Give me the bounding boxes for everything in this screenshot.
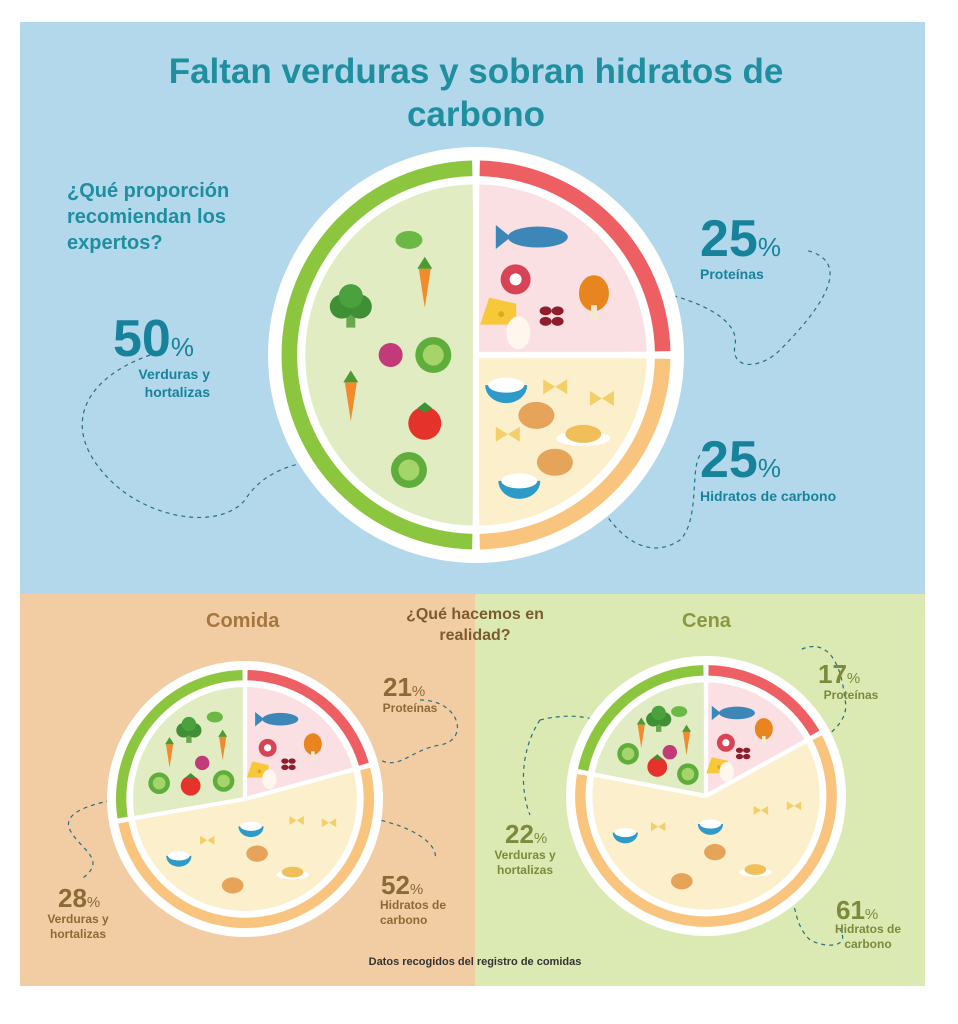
percent-value: 22 <box>505 819 534 849</box>
percent-symbol: % <box>170 332 194 362</box>
dinner-title: Cena <box>682 610 731 632</box>
percent-symbol: % <box>846 670 861 687</box>
percent-symbol: % <box>864 906 879 923</box>
percent-symbol: % <box>533 830 548 847</box>
percent-symbol: % <box>411 683 426 700</box>
dinner-carbs-percent: 61% <box>836 896 878 929</box>
percent-symbol: % <box>86 894 101 911</box>
percent-symbol: % <box>757 232 781 262</box>
recommended-vegetables-label: Verduras y hortalizas <box>138 366 210 400</box>
dinner-vegetables-percent: 22% <box>505 820 547 853</box>
recommended-proteins-label: Proteínas <box>700 266 764 282</box>
percent-value: 25 <box>700 210 758 268</box>
percent-value: 25 <box>700 431 758 489</box>
lunch-proteins-label: Proteínas <box>382 701 438 715</box>
percent-value: 28 <box>58 883 87 913</box>
dinner-carbs-label: Hidratos de carbono <box>834 922 901 951</box>
lunch-carbs-percent: 52% <box>381 871 423 904</box>
reality-question: ¿Qué hacemos en realidad? <box>406 606 544 644</box>
percent-value: 50 <box>113 310 171 368</box>
lunch-vegetables-label: Verduras y hortalizas <box>47 912 109 941</box>
percent-symbol: % <box>409 881 424 898</box>
dinner-proteins-label: Proteínas <box>823 688 879 702</box>
percent-value: 21 <box>383 672 412 702</box>
lunch-vegetables-percent: 28% <box>58 884 100 917</box>
source-note: Datos recogidos del registro de comidas <box>368 956 582 968</box>
percent-value: 61 <box>836 895 865 925</box>
percent-symbol: % <box>757 453 781 483</box>
percent-value: 17 <box>818 659 847 689</box>
experts-question: ¿Qué proporción recomiendan los expertos… <box>67 180 230 254</box>
recommended-carbs-percent: 25% <box>700 434 781 494</box>
percent-value: 52 <box>381 870 410 900</box>
recommended-proteins-percent: 25% <box>700 213 781 273</box>
recommended-vegetables-percent: 50% <box>113 313 194 373</box>
lunch-proteins-percent: 21% <box>383 673 425 706</box>
lunch-carbs-label: Hidratos de carbono <box>380 898 447 927</box>
dinner-proteins-percent: 17% <box>818 660 860 693</box>
page-title: Faltan verduras y sobran hidratos de car… <box>168 52 784 134</box>
dinner-vegetables-label: Verduras y hortalizas <box>494 848 556 877</box>
lunch-title: Comida <box>206 610 280 632</box>
recommended-carbs-label: Hidratos de carbono <box>700 488 837 504</box>
